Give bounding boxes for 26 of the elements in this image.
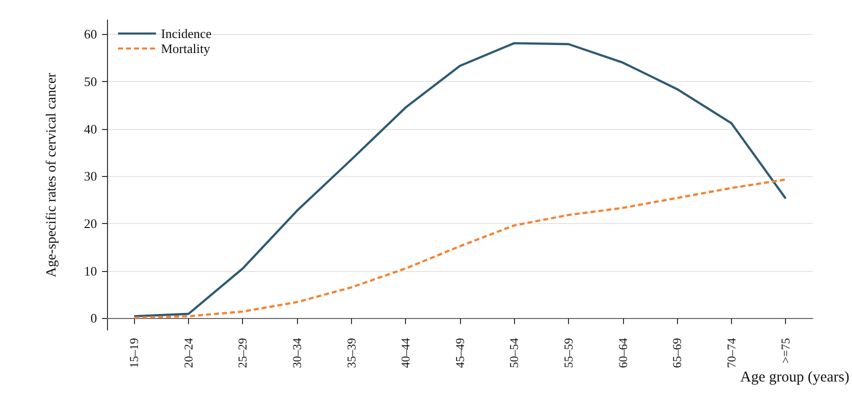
x-tick-label: 45–49 [452, 338, 467, 368]
x-tick-label: 65–69 [670, 338, 684, 368]
x-tick-label: 70–74 [724, 338, 738, 368]
y-tick-label: 20 [84, 216, 97, 232]
x-tick-label: 30–34 [290, 338, 304, 368]
y-tick-label: 60 [84, 26, 97, 42]
x-tick-label: >=75 [778, 338, 793, 364]
x-tick-label: 35–39 [344, 338, 358, 368]
y-tick-label: 30 [84, 168, 97, 184]
x-tick-label: 15–19 [127, 338, 142, 368]
x-tick-label: 50–54 [507, 338, 522, 368]
x-tick-label: 60–64 [616, 338, 630, 368]
x-tick-label: 40–44 [398, 338, 413, 368]
y-tick-label: 40 [84, 121, 97, 136]
y-tick-label: 10 [84, 263, 97, 278]
x-axis-title: Age group (years) [740, 370, 850, 386]
y-tick-label: 50 [84, 74, 97, 90]
line-series [133, 178, 787, 319]
legend-label: Mortality [161, 41, 211, 56]
y-tick-label: 0 [90, 310, 97, 326]
x-tick-label: 55–59 [561, 338, 576, 368]
y-axis-title: Age-specific rates of cervical cancer [44, 72, 60, 278]
legend-label: Incidence [161, 26, 212, 41]
line-series [133, 42, 787, 318]
x-tick-label: 20–24 [181, 338, 196, 368]
x-tick-label: 25–29 [236, 338, 250, 368]
